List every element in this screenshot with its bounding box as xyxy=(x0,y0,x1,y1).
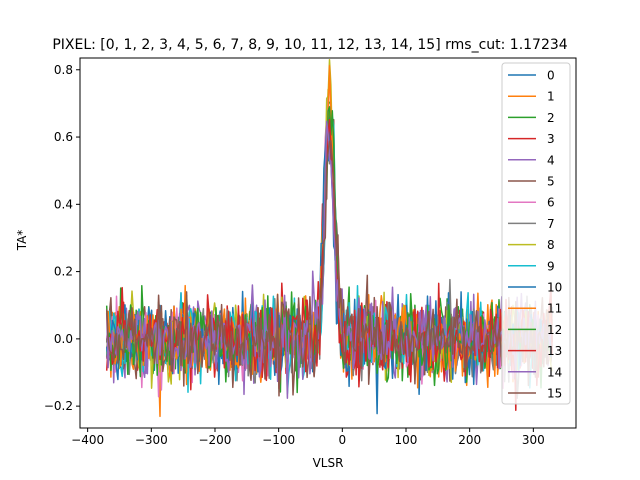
chart-title: PIXEL: [0, 1, 2, 3, 4, 5, 6, 7, 8, 9, 10… xyxy=(52,37,567,53)
x-tick-label: −200 xyxy=(198,433,231,447)
series-layer xyxy=(105,59,553,418)
y-tick-label: 0.2 xyxy=(54,265,73,279)
y-tick-label: −0.2 xyxy=(44,399,73,413)
x-axis-label: VLSR xyxy=(313,456,344,470)
y-tick-label: 0.4 xyxy=(54,197,73,211)
legend-label-3: 3 xyxy=(547,132,555,146)
legend-label-13: 13 xyxy=(547,344,562,358)
legend-box xyxy=(501,62,571,405)
legend-label-6: 6 xyxy=(547,196,555,210)
legend-label-9: 9 xyxy=(547,259,555,273)
x-tick-label: −300 xyxy=(135,433,168,447)
x-tick-label: −400 xyxy=(71,433,104,447)
legend-label-11: 11 xyxy=(547,302,562,316)
y-axis-label: TA* xyxy=(15,230,29,252)
x-tick-label: 200 xyxy=(458,433,481,447)
x-tick-label: 100 xyxy=(395,433,418,447)
legend-label-8: 8 xyxy=(547,238,555,252)
axes-layer: −400 −300 −200 −100 0 100 200 300−0.20.00.20.40… xyxy=(44,57,577,447)
y-tick-label: 0.8 xyxy=(54,63,73,77)
legend-label-14: 14 xyxy=(547,365,562,379)
legend-label-7: 7 xyxy=(547,217,555,231)
legend-label-10: 10 xyxy=(547,281,562,295)
y-tick-label: 0.0 xyxy=(54,332,73,346)
x-tick-label: −100 xyxy=(262,433,295,447)
series-line-14 xyxy=(105,120,553,399)
legend-label-2: 2 xyxy=(547,111,555,125)
legend-label-15: 15 xyxy=(547,387,562,401)
legend-label-12: 12 xyxy=(547,323,562,337)
legend-label-5: 5 xyxy=(547,175,555,189)
series-line-15 xyxy=(105,140,553,397)
legend-label-0: 0 xyxy=(547,69,555,83)
legend-label-1: 1 xyxy=(547,90,555,104)
legend-label-4: 4 xyxy=(547,153,555,167)
x-tick-label: 300 xyxy=(522,433,545,447)
x-tick-label: 0 xyxy=(339,433,347,447)
series-line-11 xyxy=(106,65,553,389)
y-tick-label: 0.6 xyxy=(54,130,73,144)
plot-frame xyxy=(79,57,577,429)
